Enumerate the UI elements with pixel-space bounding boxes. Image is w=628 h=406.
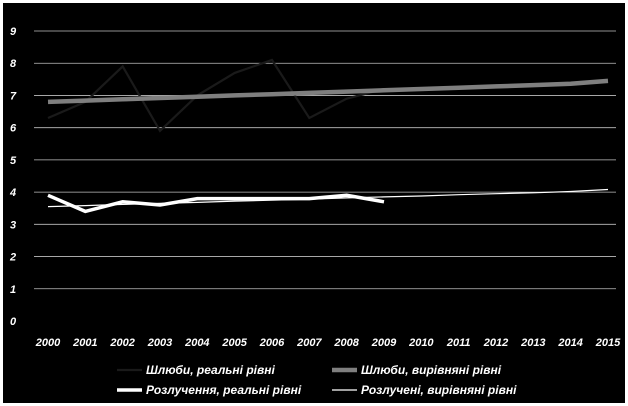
- x-tick-label: 2010: [408, 337, 434, 349]
- y-tick-label: 1: [10, 284, 16, 296]
- x-tick-label: 2012: [483, 337, 508, 349]
- x-tick-label: 2004: [184, 337, 209, 349]
- x-tick-label: 2002: [109, 337, 134, 349]
- y-tick-label: 8: [10, 58, 17, 70]
- y-tick-label: 4: [9, 187, 16, 199]
- x-tick-label: 2009: [371, 337, 397, 349]
- x-tick-label: 2008: [333, 337, 359, 349]
- series-line-2: [47, 78, 609, 105]
- x-tick-label: 2013: [520, 337, 545, 349]
- y-tick-label: 0: [10, 316, 17, 328]
- x-tick-label: 2006: [259, 337, 285, 349]
- x-tick-label: 2001: [72, 337, 97, 349]
- chart-background: [3, 3, 625, 403]
- y-tick-label: 6: [10, 123, 17, 135]
- x-tick-label: 2007: [296, 337, 322, 349]
- x-tick-label: 2011: [446, 337, 471, 349]
- y-tick-label: 3: [10, 219, 16, 231]
- series-line-1: [47, 58, 385, 133]
- x-tick-label: 2003: [147, 337, 172, 349]
- y-tick-label: 7: [10, 90, 17, 102]
- series-line-3: [47, 193, 385, 214]
- x-tick-label: 2005: [221, 337, 247, 349]
- legend-label-2: Шлюби, вирівняні рівні: [361, 363, 502, 377]
- x-tick-label: 2000: [35, 337, 61, 349]
- x-tick-label: 2015: [595, 337, 621, 349]
- x-tick-label: 2014: [557, 337, 582, 349]
- legend-label-1: Шлюби, реальні рівні: [146, 363, 275, 377]
- y-tick-label: 2: [9, 252, 16, 264]
- y-tick-label: 9: [10, 26, 17, 38]
- legend-label-4: Розлучені, вирівняні рівні: [361, 383, 517, 397]
- legend-label-3: Розлучення, реальні рівні: [146, 383, 302, 397]
- y-tick-label: 5: [10, 155, 17, 167]
